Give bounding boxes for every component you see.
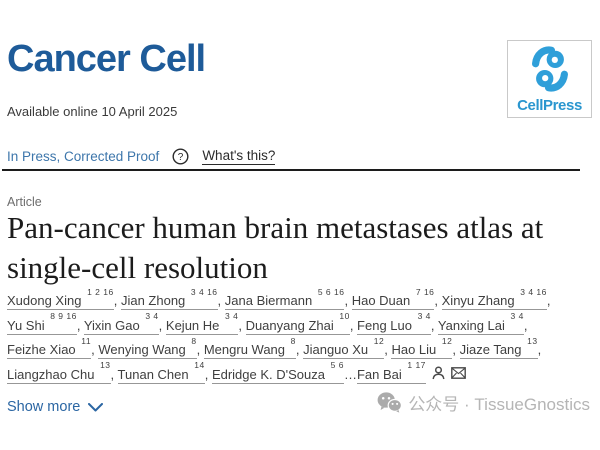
watermark: 公众号 · TissueGnostics	[377, 390, 590, 415]
author-separator: ,	[295, 342, 304, 357]
author-link[interactable]: Feizhe Xiao 11	[7, 335, 92, 359]
author-separator: ,	[546, 293, 551, 308]
author-separator: ,	[110, 366, 118, 382]
author-separator: ,	[196, 342, 204, 357]
author-link[interactable]: Yu Shi 8 9 16	[7, 311, 77, 335]
divider-rule	[2, 169, 580, 171]
author-separator: ,	[91, 342, 99, 357]
author-separator: …	[343, 366, 357, 382]
mail-icon[interactable]	[451, 366, 466, 379]
author-link[interactable]: Yixin Gao 3 4	[83, 311, 159, 335]
author-separator: ,	[430, 317, 438, 333]
author-separator: ,	[217, 293, 225, 308]
author-actions	[432, 365, 466, 380]
show-more-button[interactable]: Show more	[7, 399, 104, 415]
svg-text:?: ?	[178, 152, 184, 163]
author-separator: ,	[523, 317, 528, 333]
author-link[interactable]: Hao Duan 7 16	[351, 286, 435, 310]
author-separator: ,	[204, 366, 212, 382]
question-mark-icon[interactable]: ?	[172, 147, 189, 165]
article-category-label: Article	[7, 195, 42, 209]
in-press-status: In Press, Corrected Proof	[7, 148, 160, 164]
author-link[interactable]: Xudong Xing 1 2 16	[7, 286, 114, 310]
author-link[interactable]: Xinyu Zhang 3 4 16	[441, 286, 547, 310]
watermark-text: 公众号 · TissueGnostics	[408, 395, 590, 414]
author-separator: ,	[537, 342, 542, 357]
author-link[interactable]: Hao Liu 12	[391, 335, 453, 359]
person-icon[interactable]	[432, 365, 445, 380]
author-separator: ,	[344, 293, 352, 308]
author-link[interactable]: Edridge K. D'Souza 5 6	[211, 360, 344, 384]
author-link[interactable]: Mengru Wang 8	[203, 335, 296, 359]
article-title: Pan-cancer human brain metastases atlas …	[7, 210, 544, 285]
author-separator: ,	[158, 317, 166, 333]
author-link[interactable]: Duanyang Zhai 10	[245, 311, 350, 335]
author-list: Xudong Xing 1 2 16, Jian Zhong 3 4 16, J…	[7, 286, 589, 387]
status-row: In Press, Corrected Proof ? What's this?	[7, 147, 276, 165]
author-link[interactable]: Feng Luo 3 4	[357, 311, 431, 335]
author-link[interactable]: Kejun He 3 4	[165, 311, 239, 335]
cellpress-logo[interactable]: CellPress	[507, 40, 592, 118]
cellpress-wordmark: CellPress	[517, 97, 582, 114]
chevron-down-icon	[88, 402, 104, 411]
author-link[interactable]: Jian Zhong 3 4 16	[120, 286, 218, 310]
author-link[interactable]: Wenying Wang 8	[98, 335, 197, 359]
author-separator: ,	[452, 342, 460, 357]
wechat-icon	[377, 392, 403, 413]
available-online-date: Available online 10 April 2025	[7, 104, 178, 119]
author-link[interactable]: Jiaze Tang 13	[459, 335, 538, 359]
author-link[interactable]: Liangzhao Chu 13	[7, 360, 111, 384]
whats-this-link[interactable]: What's this?	[202, 147, 276, 165]
author-link[interactable]: Tunan Chen 14	[117, 360, 205, 384]
show-more-label: Show more	[7, 399, 81, 415]
author-link[interactable]: Jianguo Xu 12	[303, 335, 385, 359]
author-link[interactable]: Jana Biermann 5 6 16	[224, 286, 345, 310]
cellpress-swoosh-icon	[526, 44, 574, 99]
author-separator: ,	[434, 293, 442, 308]
author-separator: ,	[349, 317, 358, 333]
author-link[interactable]: Fan Bai 1 17	[356, 360, 426, 384]
author-separator: ,	[76, 317, 84, 333]
author-link[interactable]: Yanxing Lai 3 4	[437, 311, 524, 335]
author-separator: ,	[113, 293, 121, 308]
journal-title-link[interactable]: Cancer Cell	[7, 38, 206, 80]
author-separator: ,	[238, 317, 246, 333]
author-separator: ,	[384, 342, 392, 357]
